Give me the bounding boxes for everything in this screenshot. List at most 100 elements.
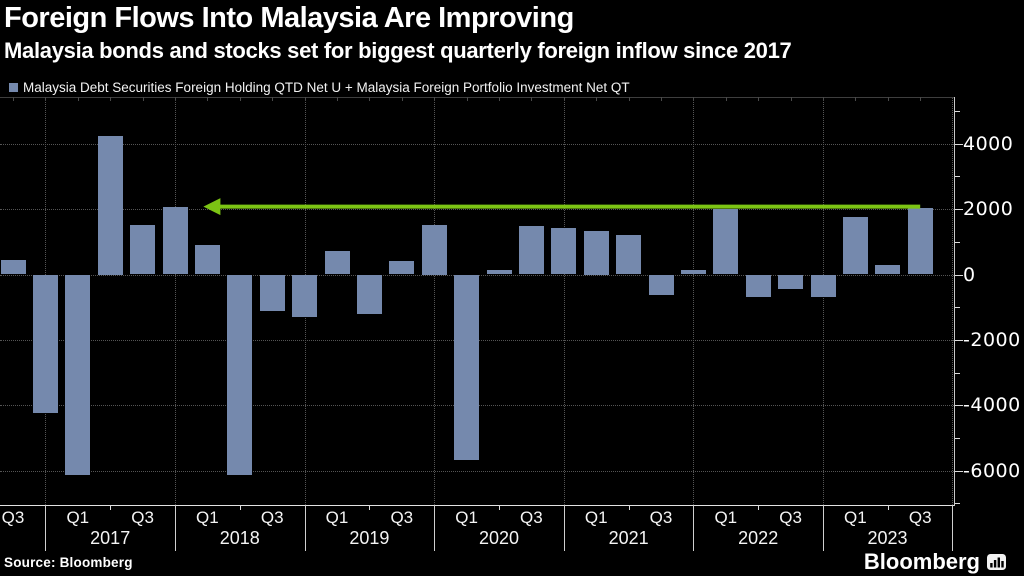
quarter-label: Q3 (260, 508, 284, 527)
bar (65, 274, 91, 476)
top-tick (110, 97, 112, 101)
bar (130, 225, 156, 275)
bar (356, 274, 382, 315)
quarter-label: Q1 (714, 508, 738, 527)
y-tick-label: -6000 (963, 459, 1021, 482)
year-separator (823, 505, 824, 551)
top-tick (563, 97, 565, 101)
year-separator (434, 505, 436, 551)
y-axis-tick (955, 470, 963, 472)
bar (583, 231, 609, 275)
bar (421, 224, 447, 275)
gridline-vertical (434, 97, 436, 505)
gridline-vertical (175, 97, 176, 505)
y-axis-tick (955, 438, 960, 439)
y-axis-tick (955, 274, 963, 276)
mid-year-tick (110, 505, 112, 510)
bar (194, 245, 220, 275)
top-tick (887, 97, 889, 101)
bar (486, 269, 512, 275)
year-separator (175, 505, 176, 551)
mid-year-tick (239, 505, 241, 510)
y-axis-tick (955, 405, 963, 407)
bloomberg-logo: Bloomberg (864, 549, 1006, 575)
bloomberg-wordmark: Bloomberg (863, 549, 980, 574)
top-tick (207, 97, 209, 101)
quarter-label: Q3 (131, 508, 154, 527)
bar (680, 269, 706, 275)
quarter-label: Q3 (908, 508, 932, 527)
quarter-label: Q1 (66, 508, 90, 527)
top-tick (142, 97, 144, 101)
bar-chart-icon (987, 554, 1006, 570)
bar (778, 274, 804, 290)
gridline-horizontal (0, 143, 954, 145)
gridline-vertical (952, 97, 953, 505)
y-axis-tick (955, 503, 960, 505)
top-tick (175, 97, 176, 101)
top-tick (272, 97, 274, 101)
mid-year-tick (499, 505, 500, 510)
x-axis-line (0, 505, 954, 506)
top-tick (304, 97, 306, 101)
top-tick (790, 97, 792, 101)
quarter-label: Q1 (455, 508, 478, 527)
y-tick-label: 2000 (963, 198, 1014, 221)
bar (842, 217, 868, 275)
bar (713, 209, 739, 275)
year-separator (952, 505, 953, 551)
year-separator (693, 505, 695, 551)
top-tick (758, 97, 760, 101)
top-tick (661, 97, 662, 101)
quarter-label: Q3 (649, 508, 673, 527)
top-tick (466, 97, 468, 101)
y-axis-tick (955, 176, 960, 178)
top-tick (628, 97, 630, 101)
bar (810, 274, 836, 298)
quarter-label: Q3 (390, 508, 414, 527)
bar (648, 274, 674, 295)
gridline-horizontal (0, 470, 954, 472)
y-axis-tick (955, 209, 963, 211)
quarter-label: Q1 (844, 508, 867, 527)
legend-label: Malaysia Debt Securities Foreign Holding… (23, 80, 630, 95)
year-label: 2021 (608, 528, 649, 548)
top-tick (725, 97, 727, 101)
bar (875, 265, 901, 275)
bar (162, 206, 188, 275)
gridline-vertical (563, 97, 565, 505)
top-tick (855, 97, 857, 101)
plot-area (0, 97, 954, 505)
year-separator (304, 505, 306, 551)
top-tick (434, 97, 436, 101)
bar (259, 274, 285, 311)
year-label: 2023 (867, 528, 908, 548)
bar (454, 274, 480, 460)
y-axis-tick (955, 143, 963, 145)
bar (907, 208, 933, 275)
y-axis-tick (955, 111, 960, 112)
top-tick (13, 97, 14, 101)
y-axis-tick (955, 307, 960, 309)
top-tick (401, 97, 403, 101)
bar (324, 250, 350, 275)
bar (616, 234, 642, 275)
top-tick (369, 97, 371, 101)
top-tick (531, 97, 533, 101)
bar (32, 274, 58, 413)
year-label: 2017 (90, 528, 131, 548)
bar (0, 259, 26, 275)
quarter-label: Q3 (520, 508, 543, 527)
y-axis-line (954, 97, 955, 506)
year-label: 2022 (738, 528, 779, 548)
y-tick-label: 4000 (963, 132, 1014, 155)
source-label: Source: Bloomberg (4, 555, 133, 570)
chart-subtitle: Malaysia bonds and stocks set for bigges… (4, 38, 792, 63)
year-label: 2020 (478, 528, 520, 548)
quarter-label: Q3 (1, 508, 25, 527)
y-tick-label: -2000 (963, 328, 1021, 351)
quarter-label: Q1 (325, 508, 349, 527)
plot-top-border (0, 97, 954, 98)
y-axis-tick (955, 339, 963, 341)
y-axis-tick (955, 372, 960, 374)
